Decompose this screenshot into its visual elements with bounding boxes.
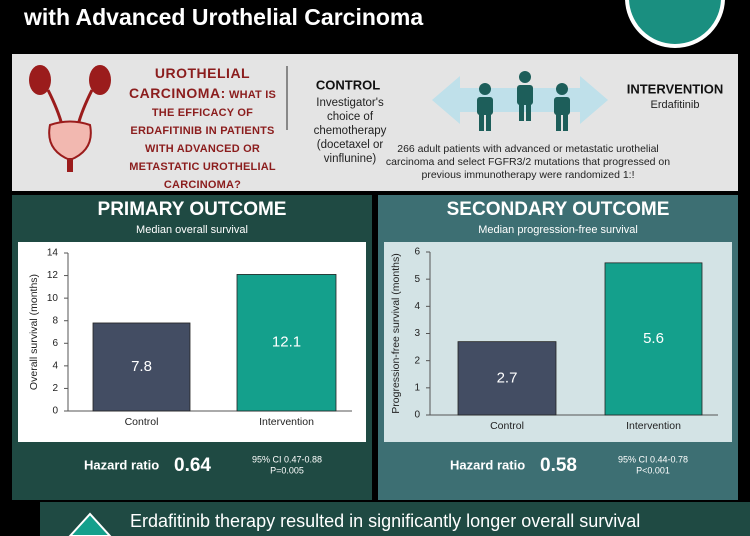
bar bbox=[236, 274, 337, 412]
p-value: P<0.001 bbox=[636, 465, 670, 475]
logo bbox=[625, 0, 725, 48]
y-tick-label: 14 bbox=[47, 248, 59, 259]
y-tick-label: 8 bbox=[52, 315, 58, 326]
value-label: 2.7 bbox=[497, 369, 518, 386]
y-tick-label: 10 bbox=[47, 293, 59, 304]
control-description: Investigator's choice of chemotherapy (d… bbox=[313, 97, 387, 165]
x-tick-label: Control bbox=[125, 416, 159, 428]
hazard-ratio-label: Hazard ratio bbox=[450, 457, 525, 472]
value-label: 7.8 bbox=[131, 358, 152, 375]
y-tick-label: 3 bbox=[414, 328, 420, 339]
question-panel bbox=[12, 54, 738, 191]
conclusion-icon bbox=[68, 512, 112, 536]
bar bbox=[457, 341, 557, 416]
y-tick-label: 0 bbox=[52, 406, 58, 417]
conclusion-band bbox=[40, 502, 750, 536]
panel-subtitle: Median overall survival bbox=[136, 224, 248, 236]
bar bbox=[92, 322, 191, 412]
y-axis-label: Overall survival (months) bbox=[28, 274, 40, 390]
p-value: P=0.005 bbox=[270, 465, 304, 475]
panel-subtitle: Median progression-free survival bbox=[478, 224, 638, 236]
confidence-interval: 95% CI 0.47-0.88 bbox=[252, 454, 322, 464]
value-label: 5.6 bbox=[643, 330, 664, 347]
population: 266 adult patients with advanced or meta… bbox=[385, 143, 671, 181]
y-tick-label: 12 bbox=[47, 270, 59, 281]
x-tick-label: Intervention bbox=[259, 416, 314, 428]
y-tick-label: 0 bbox=[414, 410, 420, 421]
x-tick-label: Control bbox=[490, 420, 524, 432]
y-tick-label: 2 bbox=[414, 355, 420, 366]
people-icon bbox=[477, 71, 570, 131]
conclusion: Erdafitinib therapy resulted in signific… bbox=[130, 511, 640, 531]
y-tick-label: 4 bbox=[52, 360, 58, 371]
y-tick-label: 2 bbox=[52, 383, 58, 394]
confidence-interval: 95% CI 0.44-0.78 bbox=[618, 454, 688, 464]
value-label: 12.1 bbox=[272, 334, 301, 351]
y-tick-label: 4 bbox=[414, 301, 420, 312]
control-label: CONTROL bbox=[316, 77, 380, 92]
panel-title: SECONDARY OUTCOME bbox=[447, 199, 670, 220]
x-tick-label: Intervention bbox=[626, 420, 681, 432]
question-text: WHAT IS THE EFFICACY OF ERDAFITINIB IN P… bbox=[129, 89, 277, 191]
page-title: with Advanced Urothelial Carcinoma bbox=[23, 4, 423, 30]
y-axis-label: Progression-free survival (months) bbox=[390, 253, 402, 413]
intervention-description: Erdafitinib bbox=[651, 99, 700, 111]
intervention-label: INTERVENTION bbox=[627, 81, 724, 96]
y-tick-label: 5 bbox=[414, 274, 420, 285]
y-tick-label: 6 bbox=[414, 247, 420, 258]
hazard-ratio-value: 0.64 bbox=[174, 455, 211, 476]
hazard-ratio-label: Hazard ratio bbox=[84, 457, 159, 472]
hazard-ratio-value: 0.58 bbox=[540, 455, 577, 476]
y-tick-label: 6 bbox=[52, 338, 58, 349]
y-tick-label: 1 bbox=[414, 382, 420, 393]
bladder-icon bbox=[29, 65, 111, 172]
question-topic: UROTHELIAL CARCINOMA: bbox=[128, 65, 251, 101]
question: UROTHELIAL CARCINOMA: WHAT IS THE EFFICA… bbox=[120, 64, 285, 194]
panel-title: PRIMARY OUTCOME bbox=[98, 199, 287, 220]
bar bbox=[604, 262, 703, 416]
